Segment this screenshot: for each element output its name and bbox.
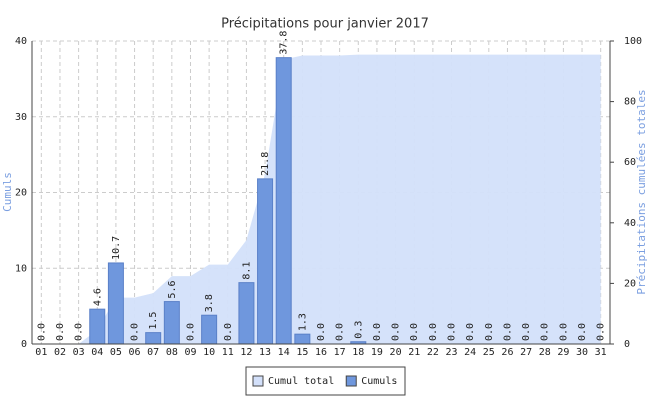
x-tick-label: 24 bbox=[464, 347, 476, 358]
legend-swatch bbox=[345, 375, 357, 387]
x-tick-label: 21 bbox=[408, 347, 420, 358]
x-tick-label: 31 bbox=[595, 347, 607, 358]
value-label: 0.0 bbox=[74, 323, 85, 341]
y-tick-label: 40 bbox=[15, 36, 27, 47]
value-label: 0.3 bbox=[353, 321, 364, 339]
x-tick-label: 11 bbox=[222, 347, 234, 358]
x-tick-label: 01 bbox=[35, 347, 47, 358]
value-label: 5.6 bbox=[167, 281, 178, 299]
value-label: 0.0 bbox=[447, 323, 458, 341]
value-label: 0.0 bbox=[521, 323, 532, 341]
value-label: 0.0 bbox=[484, 323, 495, 341]
bar bbox=[145, 332, 162, 345]
bar bbox=[257, 178, 274, 345]
bar bbox=[89, 308, 106, 345]
value-label: 0.0 bbox=[185, 323, 196, 341]
y2-tick-label: 80 bbox=[624, 97, 636, 108]
x-tick-label: 05 bbox=[110, 347, 122, 358]
value-label: 0.0 bbox=[335, 323, 346, 341]
y2-tick-label: 0 bbox=[624, 339, 630, 350]
x-tick-label: 02 bbox=[54, 347, 66, 358]
legend-label: Cumul total bbox=[268, 376, 334, 387]
value-label: 37.8 bbox=[279, 31, 290, 55]
value-label: 10.7 bbox=[111, 236, 122, 260]
x-tick-label: 16 bbox=[315, 347, 327, 358]
value-label: 0.0 bbox=[316, 323, 327, 341]
chart-title: Précipitations pour janvier 2017 bbox=[221, 17, 429, 32]
bar bbox=[275, 57, 292, 345]
x-tick-label: 17 bbox=[334, 347, 346, 358]
y2-tick-label: 100 bbox=[624, 36, 642, 47]
value-label: 0.0 bbox=[223, 323, 234, 341]
x-tick-label: 26 bbox=[501, 347, 513, 358]
y-tick-label: 30 bbox=[15, 112, 27, 123]
x-tick-label: 14 bbox=[278, 347, 290, 358]
x-tick-label: 07 bbox=[147, 347, 159, 358]
value-label: 21.8 bbox=[260, 152, 271, 176]
x-tick-label: 15 bbox=[296, 347, 308, 358]
value-label: 8.1 bbox=[241, 262, 252, 280]
value-label: 0.0 bbox=[428, 323, 439, 341]
y-tick-label: 20 bbox=[15, 188, 27, 199]
x-tick-label: 03 bbox=[73, 347, 85, 358]
y2-tick-label: 20 bbox=[624, 278, 636, 289]
x-tick-label: 18 bbox=[352, 347, 364, 358]
y2-tick-label: 60 bbox=[624, 157, 636, 168]
value-label: 1.5 bbox=[148, 312, 159, 330]
value-label: 0.0 bbox=[409, 323, 420, 341]
bar bbox=[294, 333, 311, 345]
x-tick-label: 23 bbox=[445, 347, 457, 358]
bar bbox=[201, 314, 218, 345]
legend-label: Cumuls bbox=[361, 376, 397, 387]
y-axis-label: Cumuls bbox=[1, 172, 14, 212]
x-tick-label: 06 bbox=[129, 347, 141, 358]
x-tick-label: 28 bbox=[539, 347, 551, 358]
bar bbox=[107, 262, 124, 345]
value-label: 0.0 bbox=[540, 323, 551, 341]
x-tick-label: 19 bbox=[371, 347, 383, 358]
value-label: 1.3 bbox=[297, 313, 308, 331]
value-label: 0.0 bbox=[36, 323, 47, 341]
bar bbox=[238, 282, 255, 345]
value-label: 4.6 bbox=[92, 288, 103, 306]
x-tick-label: 29 bbox=[557, 347, 569, 358]
value-label: 0.0 bbox=[391, 323, 402, 341]
legend-swatch bbox=[252, 375, 264, 387]
value-label: 0.0 bbox=[372, 323, 383, 341]
x-tick-label: 12 bbox=[240, 347, 252, 358]
x-tick-label: 08 bbox=[166, 347, 178, 358]
area bbox=[41, 54, 601, 344]
x-tick-label: 25 bbox=[483, 347, 495, 358]
y2-axis-label: Précipitations cumulées totales bbox=[635, 89, 648, 294]
x-tick-label: 04 bbox=[91, 347, 103, 358]
y-tick-label: 10 bbox=[15, 263, 27, 274]
x-tick-label: 20 bbox=[390, 347, 402, 358]
value-label: 3.8 bbox=[204, 294, 215, 312]
x-tick-label: 09 bbox=[184, 347, 196, 358]
x-tick-label: 22 bbox=[427, 347, 439, 358]
x-tick-label: 27 bbox=[520, 347, 532, 358]
y2-tick-label: 40 bbox=[624, 218, 636, 229]
value-label: 0.0 bbox=[130, 323, 141, 341]
value-label: 0.0 bbox=[502, 323, 513, 341]
x-tick-label: 10 bbox=[203, 347, 215, 358]
value-label: 0.0 bbox=[55, 323, 66, 341]
value-label: 0.0 bbox=[577, 323, 588, 341]
y-tick-label: 0 bbox=[21, 339, 27, 350]
legend-box bbox=[245, 366, 406, 396]
value-label: 0.0 bbox=[558, 323, 569, 341]
bar bbox=[163, 301, 180, 345]
x-tick-label: 30 bbox=[576, 347, 588, 358]
value-label: 0.0 bbox=[596, 323, 607, 341]
value-label: 0.0 bbox=[465, 323, 476, 341]
x-tick-label: 13 bbox=[259, 347, 271, 358]
